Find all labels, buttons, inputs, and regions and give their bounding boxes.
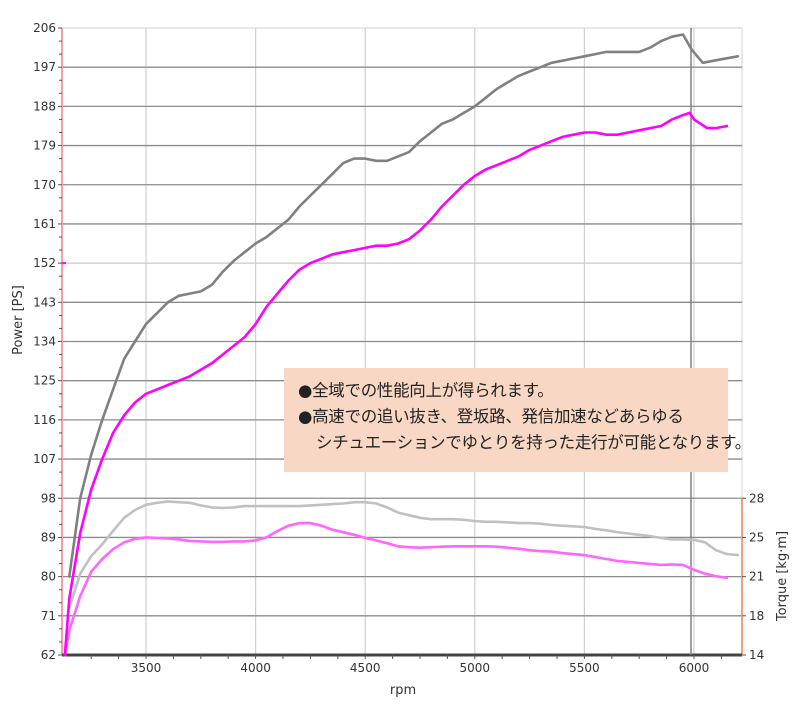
feature-note-box: ●全域での性能向上が得られます。 ●高速での追い抜き、登坂路、発信加速などあらゆ… [284,368,751,472]
power-tick-label: 197 [33,60,56,74]
torque-tick-label: 21 [749,570,764,584]
series-line-torque-tuned [63,521,729,657]
power-tick-label: 71 [41,609,56,623]
series-line-power-tuned [63,111,729,657]
rpm-tick-label: 3500 [131,661,162,675]
torque-tick-label: 28 [749,491,764,505]
note-line-1: ●全域での性能向上が得られます。 [298,381,554,400]
power-tick-label: 107 [33,452,56,466]
series-line-power-stock [68,33,740,578]
power-tick-label: 170 [33,178,56,192]
rpm-tick-label: 4500 [350,661,381,675]
power-tick-label: 80 [41,570,56,584]
torque-tick-label: 25 [749,530,764,544]
note-line-3: シチュエーションでゆとりを持った走行が可能となります。 [316,433,751,452]
series-line-torque-stock [68,500,740,610]
power-tick-label: 116 [33,413,56,427]
power-tick-label: 152 [33,256,56,270]
y2-axis-title: Torque [kg·m] [775,531,790,622]
torque-axis: 14 18 21 25 28 [741,491,764,662]
data-series [63,28,740,657]
horizontal-gridlines [62,66,742,617]
bullet-icon: ● [298,381,313,400]
power-tick-label: 89 [41,530,56,544]
rpm-axis: 3500 4000 4500 5000 5500 6000 [62,653,742,675]
torque-tick-label: 18 [749,609,764,623]
bullet-icon: ● [298,407,313,426]
power-tick-label: 98 [41,491,56,505]
power-tick-label: 206 [33,21,56,35]
power-tick-label: 143 [33,295,56,309]
power-tick-label: 125 [33,374,56,388]
power-axis: 62 71 80 89 98 107 116 125 134 143 152 161 170 179 188… [33,21,66,662]
power-tick-label: 161 [33,217,56,231]
power-tick-label: 62 [41,648,56,662]
power-tick-label: 188 [33,99,56,113]
note-line-2: ●高速での追い抜き、登坂路、発信加速などあらゆる [298,407,684,426]
rpm-tick-label: 5000 [460,661,491,675]
rpm-tick-label: 6000 [679,661,710,675]
y-axis-title: Power [PS] [11,285,26,355]
power-tick-label: 134 [33,335,56,349]
rpm-tick-label: 4000 [240,661,271,675]
x-axis-title: rpm [390,683,416,698]
rpm-tick-label: 5500 [569,661,600,675]
power-tick-label: 179 [33,139,56,153]
torque-tick-label: 14 [749,648,764,662]
